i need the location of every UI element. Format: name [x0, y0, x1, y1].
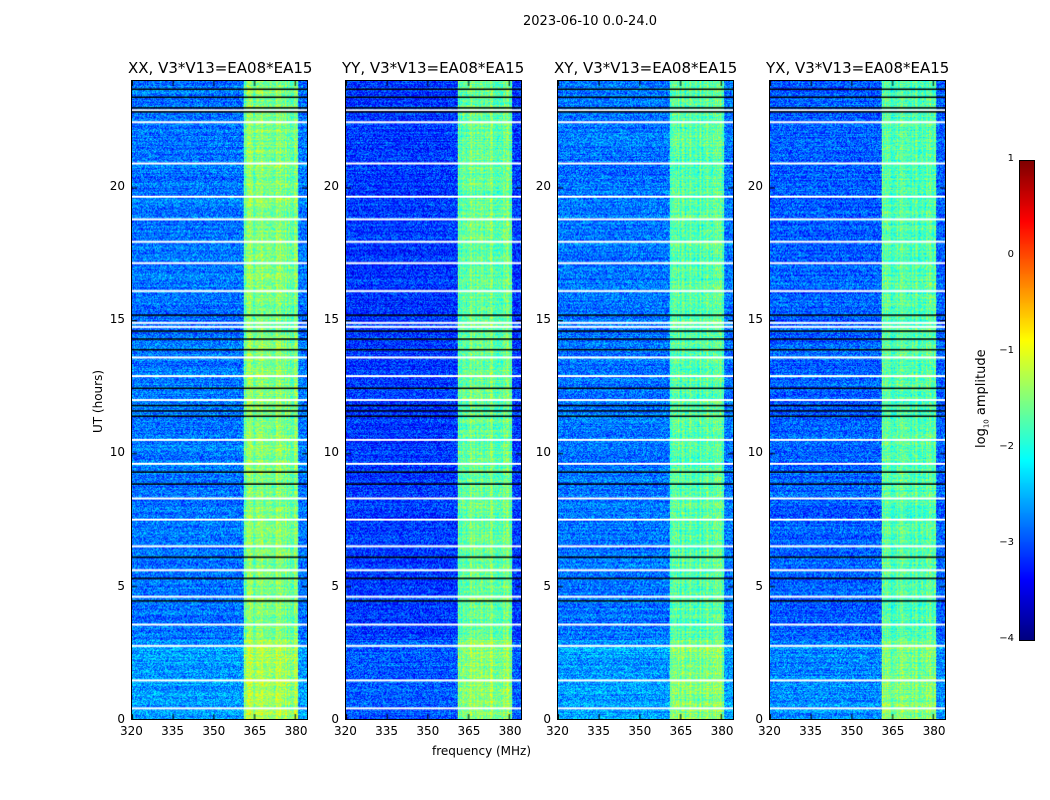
- x-tick-label: 335: [161, 724, 185, 738]
- colorbar-tick-label: −3: [999, 537, 1014, 548]
- panel-title: XY, V3*V13=EA08*EA15: [554, 59, 738, 77]
- x-axis-label: frequency (MHz): [432, 744, 532, 758]
- y-tick-label: 20: [323, 178, 339, 193]
- x-tick-label: 335: [375, 724, 399, 738]
- y-tick-label: 5: [331, 578, 339, 593]
- y-axis-label: UT (hours): [91, 369, 105, 433]
- spectrogram-panel: [769, 80, 946, 720]
- y-tick-label: 20: [109, 178, 125, 193]
- spectrogram-image: [558, 81, 733, 719]
- colorbar-gradient: [1020, 161, 1034, 640]
- y-tick-label: 10: [535, 445, 551, 460]
- spectrogram-image: [346, 81, 521, 719]
- x-tick-label: 320: [334, 724, 357, 738]
- x-tick-label: 350: [416, 724, 440, 738]
- x-tick-label: 320: [546, 724, 569, 738]
- colorbar-label-subscript: 10: [982, 419, 991, 429]
- x-tick-label: 335: [587, 724, 611, 738]
- x-tick-label: 365: [669, 724, 693, 738]
- y-tick-label: 0: [543, 712, 551, 726]
- colorbar-label-main: log: [974, 428, 989, 448]
- y-tick-label: 10: [109, 445, 125, 460]
- colorbar-tick-label: 1: [1007, 153, 1014, 164]
- x-tick-label: 365: [881, 724, 905, 738]
- spectrogram-panel: [557, 80, 734, 720]
- y-tick-label: 10: [323, 445, 339, 460]
- y-tick-label: 5: [117, 578, 125, 593]
- x-tick-label: 365: [243, 724, 267, 738]
- x-tick-label: 350: [628, 724, 652, 738]
- y-tick-label: 15: [109, 312, 125, 326]
- y-tick-label: 15: [323, 312, 339, 326]
- colorbar-tick-label: −1: [999, 345, 1014, 356]
- colorbar-tick-label: 0: [1007, 249, 1014, 260]
- x-tick-label: 335: [799, 724, 823, 738]
- y-tick-label: 0: [755, 712, 763, 726]
- x-tick-label: 380: [710, 724, 734, 738]
- colorbar-label-rest: amplitude: [974, 349, 989, 420]
- colorbar-tick-label: −4: [999, 633, 1014, 644]
- x-tick-label: 320: [120, 724, 143, 738]
- x-tick-label: 320: [758, 724, 781, 738]
- colorbar: [1019, 160, 1035, 641]
- panel-title: YX, V3*V13=EA08*EA15: [766, 59, 950, 77]
- figure-title: 2023-06-10 0.0-24.0: [523, 14, 657, 29]
- x-tick-label: 365: [457, 724, 481, 738]
- spectrogram-panel: [345, 80, 522, 720]
- y-tick-label: 20: [535, 178, 551, 193]
- y-tick-label: 20: [747, 178, 763, 193]
- y-tick-label: 10: [747, 445, 763, 460]
- x-tick-label: 380: [284, 724, 308, 738]
- spectrogram-panel: [131, 80, 308, 720]
- x-tick-label: 380: [498, 724, 522, 738]
- x-tick-label: 350: [840, 724, 864, 738]
- y-tick-label: 5: [543, 578, 551, 593]
- y-tick-label: 0: [117, 712, 125, 726]
- y-tick-label: 5: [755, 578, 763, 593]
- spectrogram-image: [132, 81, 307, 719]
- colorbar-tick-label: −2: [999, 441, 1014, 452]
- panel-title: XX, V3*V13=EA08*EA15: [128, 59, 313, 77]
- panel-title: YY, V3*V13=EA08*EA15: [342, 59, 525, 77]
- y-tick-label: 15: [535, 312, 551, 326]
- x-tick-label: 350: [202, 724, 226, 738]
- colorbar-label: log10 amplitude: [974, 349, 991, 448]
- y-tick-label: 0: [331, 712, 339, 726]
- spectrogram-image: [770, 81, 945, 719]
- y-tick-label: 15: [747, 312, 763, 326]
- x-tick-label: 380: [922, 724, 946, 738]
